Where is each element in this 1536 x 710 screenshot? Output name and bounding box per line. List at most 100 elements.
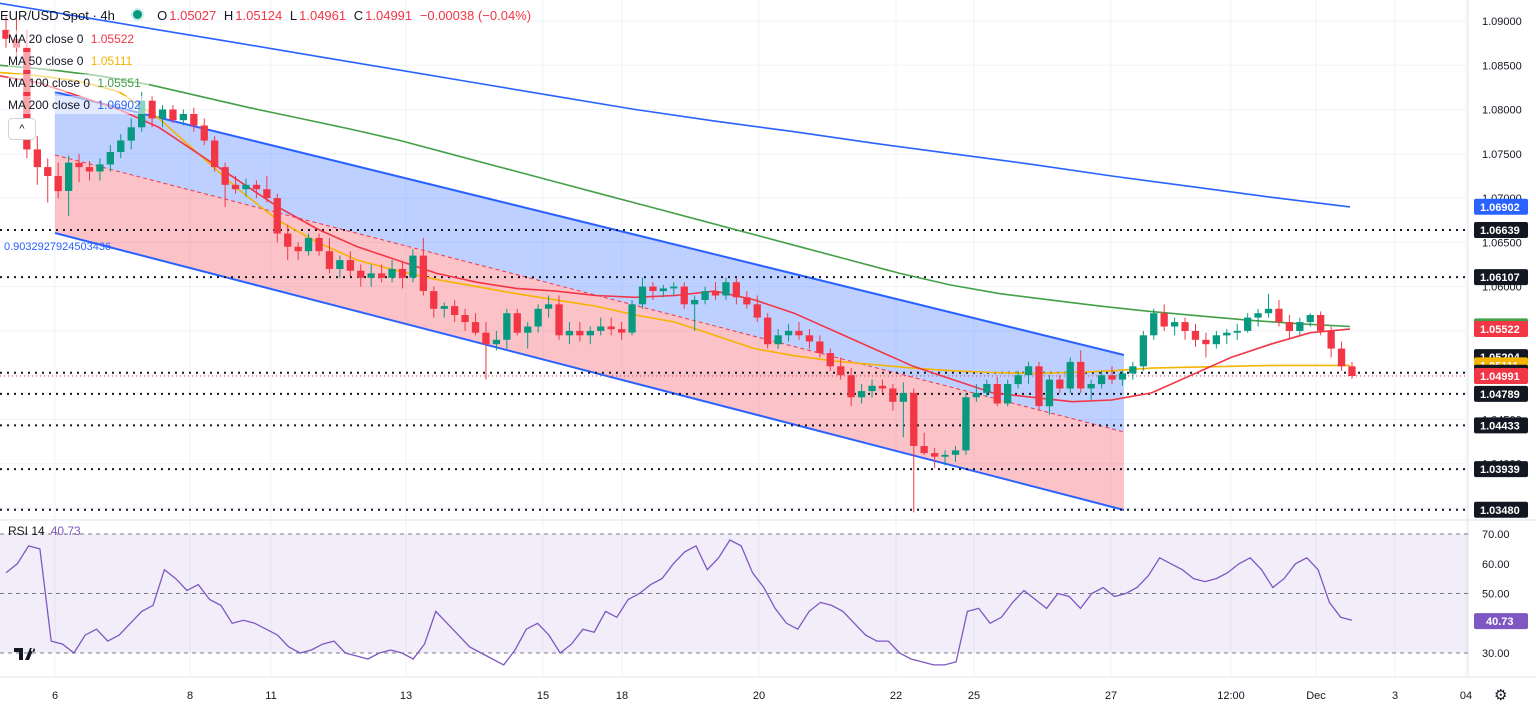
candle-body bbox=[1202, 339, 1210, 345]
candle-body bbox=[1160, 313, 1168, 327]
candle bbox=[1244, 313, 1252, 333]
channel-fib-label: 0.9032927924503436 bbox=[4, 241, 112, 253]
candle-body bbox=[576, 330, 584, 336]
symbol-header: EUR/USD Spot · 4h O 1.05027 H 1.05124 L 1.0… bbox=[0, 7, 539, 25]
collapse-legend-button[interactable]: ^ bbox=[8, 118, 36, 140]
candle-body bbox=[711, 291, 720, 296]
price-badge-label: 1.06639 bbox=[1480, 225, 1520, 237]
candle bbox=[440, 302, 448, 318]
candle-body bbox=[544, 304, 553, 309]
candle-body bbox=[565, 330, 574, 336]
candle bbox=[1014, 370, 1022, 389]
price-badge: 1.05522 bbox=[1474, 320, 1528, 337]
rsi-tick-label: 30.00 bbox=[1482, 648, 1510, 660]
time-tick-label: 8 bbox=[187, 690, 193, 702]
candle-body bbox=[231, 184, 240, 190]
indicator-ma20[interactable]: MA 20 close 0 1.05522 bbox=[8, 30, 143, 48]
candle bbox=[1264, 293, 1273, 318]
candle bbox=[513, 308, 521, 336]
candle bbox=[1150, 308, 1158, 340]
close-value: 1.04991 bbox=[365, 8, 413, 23]
candle bbox=[1191, 323, 1200, 347]
candle bbox=[221, 162, 229, 207]
candle-body bbox=[1212, 335, 1220, 345]
indicator-name: MA 200 close 0 bbox=[8, 98, 91, 112]
candle bbox=[127, 118, 135, 150]
candle bbox=[722, 277, 730, 300]
candle-body bbox=[586, 330, 594, 336]
indicator-name: MA 20 close 0 bbox=[8, 32, 84, 46]
candle bbox=[451, 299, 459, 323]
rsi-value-badge: 40.73 bbox=[1474, 613, 1528, 630]
candle bbox=[659, 284, 667, 298]
candle-body bbox=[1066, 361, 1074, 389]
rsi-legend[interactable]: RSI 14 40.73 bbox=[8, 524, 81, 538]
candle bbox=[419, 237, 427, 296]
candle-body bbox=[1244, 317, 1252, 331]
candle-body bbox=[1254, 313, 1262, 318]
rsi-value: 40.73 bbox=[50, 524, 81, 538]
candle bbox=[252, 180, 261, 199]
high-label: H bbox=[223, 8, 234, 23]
candle bbox=[211, 136, 219, 172]
price-badge: 1.03939 bbox=[1474, 461, 1528, 478]
candle-body bbox=[211, 140, 219, 168]
candle-body bbox=[1014, 375, 1022, 385]
candle-body bbox=[868, 385, 876, 392]
candle bbox=[85, 160, 94, 181]
indicator-value: 1.05551 bbox=[97, 76, 141, 90]
candle bbox=[868, 379, 876, 398]
candle-body bbox=[33, 149, 41, 168]
candle-body bbox=[346, 260, 354, 271]
candle bbox=[106, 144, 114, 172]
candle-body bbox=[336, 260, 344, 269]
market-status-dot-icon bbox=[130, 8, 144, 21]
candle bbox=[1306, 313, 1314, 327]
indicator-name: MA 100 close 0 bbox=[8, 76, 91, 90]
candle-body bbox=[148, 100, 156, 119]
candle bbox=[492, 330, 501, 351]
candle-body bbox=[993, 384, 1001, 404]
time-tick-label: 04 bbox=[1460, 690, 1472, 702]
candle-body bbox=[451, 306, 459, 315]
candle-body bbox=[1337, 348, 1346, 367]
candle bbox=[680, 282, 688, 309]
gear-icon[interactable]: ⚙ bbox=[1494, 687, 1508, 704]
candle-body bbox=[691, 299, 699, 305]
candle bbox=[544, 295, 553, 318]
candle bbox=[325, 237, 334, 274]
candle-body bbox=[638, 286, 647, 305]
candle-body bbox=[837, 366, 845, 376]
tradingview-logo-icon[interactable] bbox=[14, 646, 40, 666]
rsi-badge-bg bbox=[1474, 613, 1528, 630]
candle-body bbox=[1306, 315, 1314, 323]
candle-body bbox=[1275, 308, 1283, 323]
low-label: L bbox=[289, 8, 298, 23]
time-tick-label: 13 bbox=[400, 690, 412, 702]
rsi-tick-label: 60.00 bbox=[1482, 559, 1510, 571]
candle bbox=[743, 291, 751, 309]
price-badge-label: 1.05522 bbox=[1480, 324, 1520, 336]
symbol-title[interactable]: EUR/USD Spot · 4h bbox=[0, 8, 115, 23]
candle-body bbox=[513, 313, 521, 333]
candle-body bbox=[1118, 373, 1127, 380]
indicator-ma50[interactable]: MA 50 close 0 1.05111 bbox=[8, 52, 141, 70]
candle-body bbox=[555, 304, 563, 336]
candle bbox=[795, 322, 803, 340]
price-badge-bg bbox=[1474, 417, 1528, 434]
candle-body bbox=[482, 332, 490, 345]
candle bbox=[148, 96, 156, 128]
candle bbox=[972, 384, 980, 402]
candle-body bbox=[492, 339, 501, 345]
candle bbox=[1035, 361, 1043, 411]
indicator-value: 1.05522 bbox=[90, 32, 135, 46]
indicator-ma100[interactable]: MA 100 close 0 1.05551 bbox=[8, 74, 149, 92]
price-badge-label: 1.03939 bbox=[1480, 464, 1520, 476]
candle-body bbox=[1150, 313, 1158, 336]
candle-body bbox=[1348, 366, 1356, 376]
candle-body bbox=[1108, 375, 1116, 380]
ma200-line bbox=[0, 2, 1351, 208]
indicator-ma200[interactable]: MA 200 close 0 1.06902 bbox=[8, 96, 149, 114]
candle-body bbox=[774, 335, 782, 345]
